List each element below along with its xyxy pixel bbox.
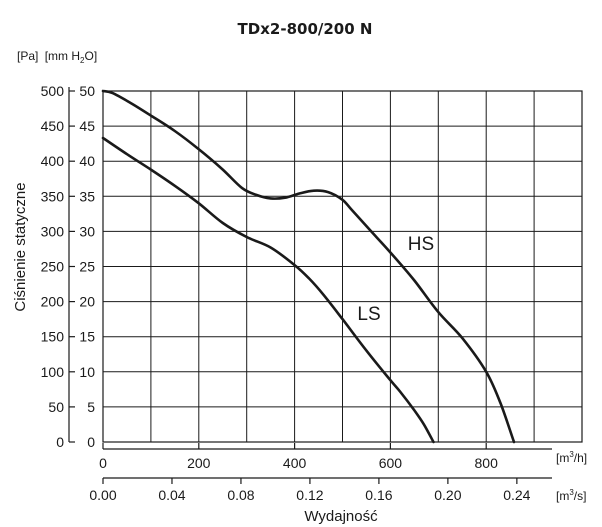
y-tick-pa-label: 500: [41, 83, 65, 99]
y-axis-pa-ticks: 0 50 100 150 200 250 300 350 400 450 500: [41, 83, 75, 450]
x-tick-m3h-label: 800: [475, 455, 499, 471]
y-tick-pa-label: 400: [41, 153, 65, 169]
x-unit-m3h-end: /h]: [574, 451, 587, 465]
y-tick-pa-label: 0: [56, 434, 64, 450]
x-tick-m3h-label: 200: [187, 455, 211, 471]
plot-frame: [102, 90, 583, 443]
y-unit-mm-sub: 2: [80, 56, 85, 65]
grid: [102, 90, 583, 443]
y-unit-mm: [mm H: [45, 49, 80, 63]
x-unit-m3h-a: [m: [556, 451, 569, 465]
y-tick-pa-label: 250: [41, 259, 65, 275]
y-tick-mm-label: 15: [79, 329, 95, 345]
x-tick-m3h-label: 600: [379, 455, 403, 471]
x-unit-m3h-sup: 3: [569, 450, 574, 459]
y-tick-mm-label: 45: [79, 118, 95, 134]
series: HS LS: [101, 89, 516, 444]
x-axis-m3h-ticks: 0 200 400 600 800: [99, 443, 498, 471]
y-tick-pa-label: 450: [41, 118, 65, 134]
x-tick-m3s-label: 0.12: [296, 487, 323, 503]
y-axis-mm-ticks: 0 5 10 15 20 25 30 35 40 45 50: [79, 83, 95, 450]
y-tick-mm-label: 40: [79, 153, 95, 169]
x-tick-m3s-label: 0.20: [434, 487, 461, 503]
y-tick-mm-label: 30: [79, 223, 95, 239]
curve-hs: [101, 89, 516, 444]
chart-title: TDx2-800/200 N: [238, 20, 373, 38]
y-tick-mm-label: 35: [79, 188, 95, 204]
x-unit-m3s-sup: 3: [569, 488, 574, 497]
y-tick-mm-label: 0: [87, 434, 95, 450]
y-tick-pa-label: 50: [48, 399, 64, 415]
y-tick-mm-label: 10: [79, 364, 95, 380]
y-tick-pa-label: 200: [41, 294, 65, 310]
x-tick-m3s-label: 0.08: [227, 487, 254, 503]
x-axis-title: Wydajność: [304, 508, 378, 525]
y-tick-mm-label: 50: [79, 83, 95, 99]
y-tick-pa-label: 350: [41, 188, 65, 204]
curve-label-hs: HS: [408, 234, 434, 255]
y-axis-title: Ciśnienie statyczne: [12, 182, 29, 311]
y-tick-mm-label: 5: [87, 399, 95, 415]
y-unit-label: [Pa] [mm H2O]: [17, 49, 97, 65]
y-unit-mm-end: O]: [84, 49, 97, 63]
y-tick-pa-label: 300: [41, 223, 65, 239]
axes: [68, 87, 552, 479]
x-unit-m3s: [m3/s]: [556, 488, 586, 503]
y-tick-mm-label: 20: [79, 294, 95, 310]
x-tick-m3s-label: 0.00: [89, 487, 116, 503]
y-tick-mm-label: 25: [79, 259, 95, 275]
x-unit-m3h: [m3/h]: [556, 450, 587, 465]
y-tick-pa-label: 100: [41, 364, 65, 380]
curve-ls: [101, 136, 435, 444]
y-unit-pa: [Pa]: [17, 49, 38, 63]
x-tick-m3s-label: 0.16: [365, 487, 392, 503]
y-tick-pa-label: 150: [41, 329, 65, 345]
x-tick-m3s-label: 0.04: [158, 487, 185, 503]
x-unit-m3s-end: /s]: [574, 489, 587, 503]
x-tick-m3h-label: 400: [283, 455, 307, 471]
x-axis-m3s-ticks: 0.00 0.04 0.08 0.12 0.16 0.20 0.24: [89, 478, 531, 503]
curve-label-ls: LS: [357, 304, 380, 325]
x-tick-m3s-label: 0.24: [503, 487, 530, 503]
x-unit-m3s-a: [m: [556, 489, 569, 503]
x-tick-m3h-label: 0: [99, 455, 107, 471]
